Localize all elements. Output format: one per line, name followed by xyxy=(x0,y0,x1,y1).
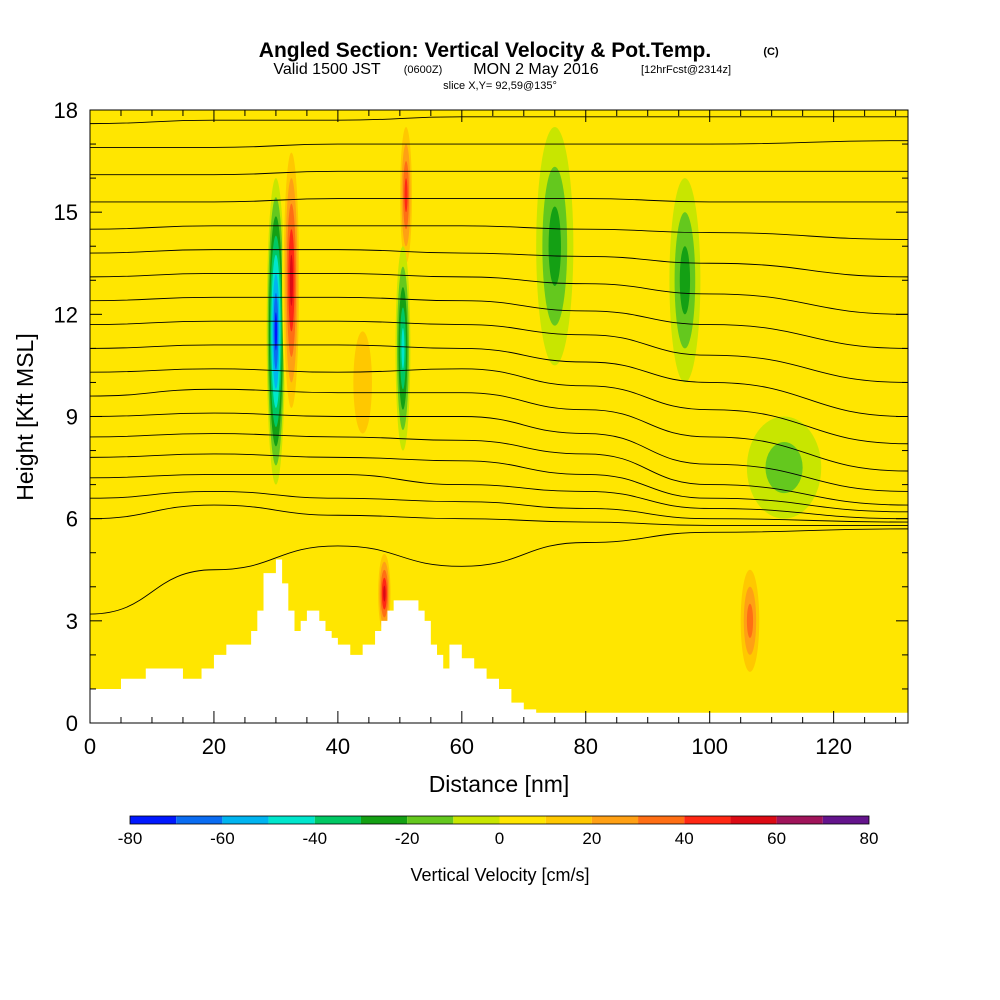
velocity-cell xyxy=(746,603,754,638)
colorbar-swatch xyxy=(730,816,777,824)
colorbar-swatch xyxy=(822,816,869,824)
x-axis-label: Distance [nm] xyxy=(429,771,570,797)
colorbar-swatch xyxy=(407,816,454,824)
colorbar-swatch xyxy=(268,816,315,824)
colorbar-tick-label: -40 xyxy=(302,829,327,848)
colorbar-swatch xyxy=(176,816,223,824)
x-tick-label: 40 xyxy=(326,734,350,759)
isentrope-line xyxy=(90,249,908,278)
isentrope-contours xyxy=(90,116,908,615)
colorbar-swatch xyxy=(222,816,269,824)
isentrope-line xyxy=(90,528,908,615)
valid-date: MON 2 May 2016 xyxy=(473,61,598,78)
colorbar-tick-label: -80 xyxy=(118,829,143,848)
isentrope-line xyxy=(90,170,908,176)
colorbar-swatch xyxy=(453,816,500,824)
x-tick-label: 120 xyxy=(815,734,852,759)
y-tick-label: 0 xyxy=(66,711,78,736)
isentrope-line xyxy=(90,490,908,523)
x-tick-label: 60 xyxy=(450,734,474,759)
velocity-field xyxy=(90,110,908,723)
colorbar-swatch xyxy=(776,816,823,824)
y-tick-label: 9 xyxy=(66,405,78,430)
y-axis-label: Height [Kft MSL] xyxy=(12,333,38,500)
valid-time-line: Valid 1500 JST (0600Z) MON 2 May 2016 [1… xyxy=(273,61,731,78)
chart-title: Angled Section: Vertical Velocity & Pot.… xyxy=(259,39,711,62)
terrain-mask xyxy=(90,559,908,723)
y-tick-label: 3 xyxy=(66,609,78,634)
isentrope-line xyxy=(90,473,908,520)
field-background xyxy=(90,110,908,723)
isentrope-line xyxy=(90,388,908,472)
isentrope-line xyxy=(90,225,908,240)
velocity-cell xyxy=(353,331,372,434)
terrain xyxy=(90,559,908,723)
velocity-cell xyxy=(401,327,405,369)
y-axis: 0 3 6 9 12 15 18 xyxy=(54,98,908,736)
colorbar-swatch xyxy=(684,816,731,824)
isentrope-line xyxy=(90,453,908,513)
y-tick-label: 12 xyxy=(54,302,78,327)
valid-time: Valid 1500 JST xyxy=(273,61,381,78)
y-tick-label: 18 xyxy=(54,98,78,123)
x-tick-label: 0 xyxy=(84,734,96,759)
plot-area: 0 20 40 60 80 100 120 0 3 6 9 12 15 18 xyxy=(54,98,909,759)
slice-info: slice X,Y= 92,59@135° xyxy=(443,80,557,92)
colorbar: -80 -60 -40 -20 0 20 40 60 80 xyxy=(118,815,879,848)
colorbar-tick-label: -60 xyxy=(210,829,235,848)
x-tick-label: 80 xyxy=(574,734,598,759)
isentrope-line xyxy=(90,320,908,383)
colorbar-swatch xyxy=(499,816,546,824)
colorbar-tick-label: -20 xyxy=(395,829,420,848)
isentrope-line xyxy=(90,198,908,203)
colorbar-tick-label: 80 xyxy=(860,829,879,848)
colorbar-tick-label: 40 xyxy=(675,829,694,848)
isentrope-line xyxy=(90,344,908,417)
colorbar-swatch xyxy=(360,816,408,824)
colorbar-title: Vertical Velocity [cm/s] xyxy=(410,865,589,885)
colorbar-swatch xyxy=(314,816,361,824)
velocity-cell xyxy=(289,254,293,306)
colorbar-tick-label: 60 xyxy=(767,829,786,848)
velocity-cell xyxy=(274,312,278,351)
colorbar-tick-label: 20 xyxy=(582,829,601,848)
colorbar-swatch xyxy=(130,816,177,824)
isentrope-line xyxy=(90,140,908,148)
isentrope-line xyxy=(90,368,908,445)
valid-utc: (0600Z) xyxy=(404,64,443,76)
isentrope-line xyxy=(90,412,908,492)
velocity-cell xyxy=(548,206,561,286)
colorbar-tick-label: 0 xyxy=(495,829,504,848)
colorbar-frame xyxy=(129,815,870,825)
isentrope-line xyxy=(90,433,908,506)
x-tick-label: 20 xyxy=(202,734,226,759)
copyright-mark: (C) xyxy=(763,46,779,58)
isentrope-line xyxy=(90,273,908,315)
colorbar-swatch xyxy=(591,816,639,824)
colorbar-swatch xyxy=(638,816,685,824)
y-tick-label: 6 xyxy=(66,507,78,532)
x-axis: 0 20 40 60 80 100 120 xyxy=(84,110,897,759)
forecast-info: [12hrFcst@2314z] xyxy=(641,64,731,76)
velocity-cell xyxy=(765,442,803,494)
isentrope-line xyxy=(90,504,908,526)
velocity-cell xyxy=(679,246,691,315)
velocity-cell xyxy=(404,178,408,213)
velocity-cell xyxy=(383,585,386,602)
y-tick-label: 15 xyxy=(54,200,78,225)
x-tick-label: 100 xyxy=(691,734,728,759)
colorbar-swatch xyxy=(545,816,592,824)
isentrope-line xyxy=(90,296,908,349)
